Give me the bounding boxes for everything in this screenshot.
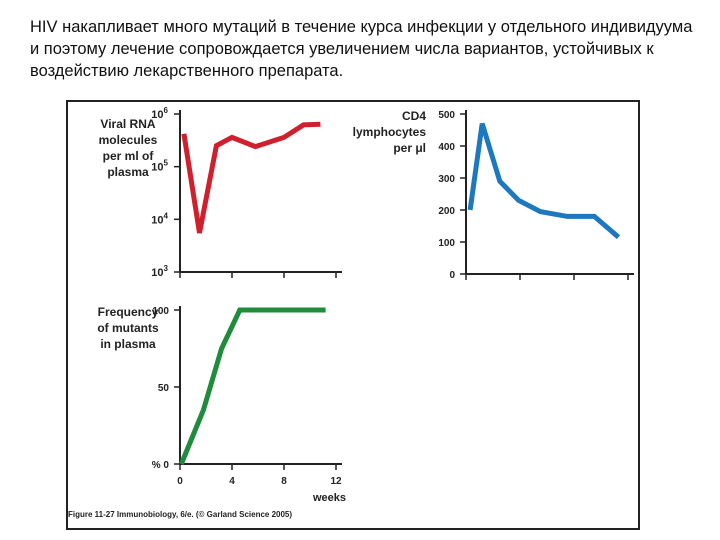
y-axis-label: Viral RNA	[100, 117, 155, 131]
y-axis-label: per ml of	[103, 149, 155, 163]
y-axis-label: molecules	[99, 133, 158, 147]
y-axis-label: in plasma	[100, 337, 156, 351]
y-axis-label: Frequency	[98, 305, 159, 319]
y-axis-label: of mutants	[97, 321, 159, 335]
series-line	[181, 121, 321, 234]
y-axis-label: per μl	[393, 141, 426, 155]
y-tick-label: 100	[438, 238, 455, 249]
y-tick-label: 300	[438, 174, 455, 185]
y-tick-label: 100	[152, 306, 169, 317]
figure-panel: 103 104 105 106 Viral RNA molecules per ml of p…	[66, 100, 640, 530]
y-tick-label: 0	[449, 270, 455, 281]
figure-credit: Figure 11-27 Immunobiology, 6/e. (© Garl…	[68, 510, 293, 519]
y-tick-label: 104	[151, 211, 168, 226]
y-tick-label: 200	[438, 206, 455, 217]
y-axis-label: lymphocytes	[353, 125, 427, 139]
x-axis-label: weeks	[312, 492, 346, 504]
y-tick-label: 103	[151, 264, 168, 279]
x-tick-label: 4	[229, 476, 235, 487]
y-tick-label: 400	[438, 142, 455, 153]
y-tick-label: % 0	[152, 460, 170, 471]
x-tick-label: 8	[281, 476, 287, 487]
x-tick-label: 0	[177, 476, 183, 487]
series-line	[178, 307, 326, 465]
y-tick-label: 50	[158, 383, 170, 394]
series-line	[467, 122, 621, 240]
y-axis-label: plasma	[107, 165, 149, 179]
y-tick-label: 105	[151, 159, 168, 174]
page-caption: HIV накапливает много мутаций в течение …	[30, 18, 693, 80]
x-tick-label: 12	[330, 476, 342, 487]
y-tick-label: 500	[438, 110, 455, 121]
y-tick-label: 106	[151, 106, 168, 121]
y-axis-label: CD4	[402, 109, 426, 123]
